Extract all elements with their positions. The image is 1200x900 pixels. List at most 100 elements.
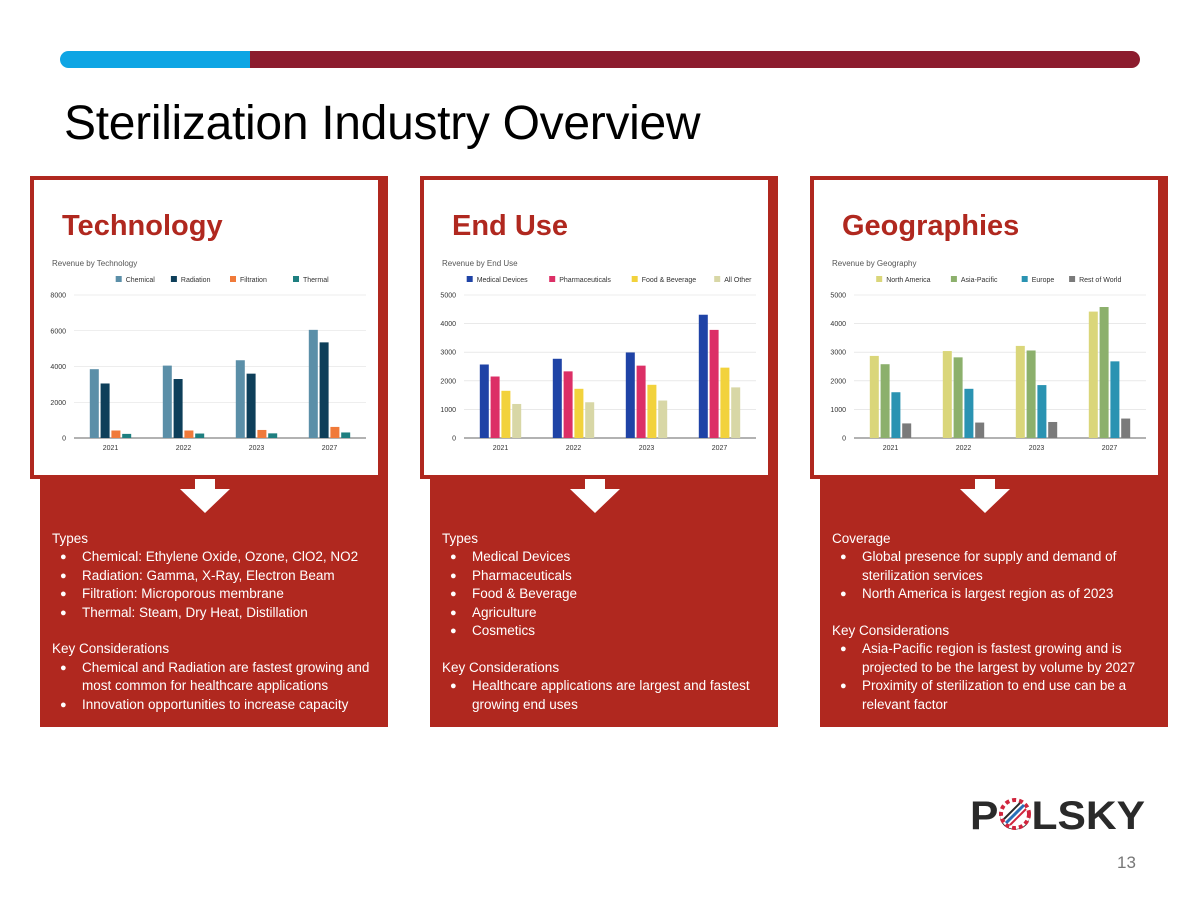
y-tick-label: 5000 — [440, 293, 456, 300]
legend-swatch — [549, 276, 556, 282]
bar — [625, 352, 635, 438]
panel-description-end-use: Types Medical DevicesPharmaceuticalsFood … — [442, 530, 772, 714]
bullet-item: North America is largest region as of 20… — [832, 585, 1162, 604]
chart-subtitle: Revenue by End Use — [442, 259, 518, 268]
y-tick-label: 1000 — [440, 407, 456, 414]
chart-card-geographies: Geographies Revenue by Geography North Am… — [810, 176, 1162, 479]
down-arrow-icon — [570, 479, 620, 513]
bar — [184, 430, 194, 438]
bar — [479, 364, 489, 438]
legend-swatch — [631, 276, 638, 282]
x-tick-label: 2027 — [712, 445, 728, 452]
logo-o-stripes-icon — [999, 798, 1031, 830]
bar — [731, 387, 741, 438]
bullet-list: Chemical and Radiation are fastest growi… — [52, 659, 382, 715]
panel-title-geographies: Geographies — [842, 210, 1020, 242]
bar — [1110, 361, 1120, 438]
legend-swatch — [1069, 276, 1076, 282]
bar — [552, 358, 562, 438]
x-tick-label: 2022 — [566, 445, 582, 452]
bar — [162, 365, 172, 438]
bullet-list: Global presence for supply and demand of… — [832, 548, 1162, 604]
bullet-item: Cosmetics — [442, 622, 772, 641]
bullet-item: Pharmaceuticals — [442, 567, 772, 586]
bullet-item: Agriculture — [442, 604, 772, 623]
bar — [1088, 311, 1098, 438]
bar — [235, 360, 245, 438]
y-tick-label: 0 — [842, 436, 846, 443]
bar — [720, 367, 730, 438]
y-tick-label: 3000 — [830, 350, 846, 357]
bar — [308, 329, 318, 438]
bar — [942, 351, 952, 438]
x-tick-label: 2022 — [176, 445, 192, 452]
section-heading: Types — [52, 531, 89, 546]
legend-swatch — [170, 276, 177, 282]
y-tick-label: 2000 — [440, 378, 456, 385]
chart-technology: Revenue by Technology Chemical Radiation Fi… — [50, 259, 366, 452]
legend-swatch — [950, 276, 957, 282]
bullet-item: Radiation: Gamma, X-Ray, Electron Beam — [52, 567, 382, 586]
bar — [319, 342, 329, 438]
bar — [636, 365, 646, 438]
bullet-list: Healthcare applications are largest and … — [442, 677, 772, 714]
bar — [512, 403, 522, 438]
bar — [574, 388, 584, 438]
panel-description-technology: Types Chemical: Ethylene Oxide, Ozone, Cl… — [52, 530, 382, 714]
x-tick-label: 2023 — [1029, 445, 1045, 452]
section-heading: Key Considerations — [442, 659, 560, 675]
legend-label: Medical Devices — [477, 277, 528, 284]
page-title: Sterilization Industry Overview — [64, 97, 701, 150]
panel-title-end-use: End Use — [452, 210, 569, 242]
legend-label: Chemical — [126, 277, 156, 284]
bullet-item: Chemical: Ethylene Oxide, Ozone, ClO2, N… — [52, 548, 382, 567]
y-tick-label: 4000 — [440, 321, 456, 328]
bar — [975, 422, 985, 438]
bar — [1026, 350, 1036, 438]
y-tick-label: 0 — [62, 436, 66, 443]
bar — [902, 423, 912, 438]
x-tick-label: 2021 — [103, 445, 119, 452]
chart-subtitle: Revenue by Geography — [832, 259, 917, 268]
legend-label: Thermal — [303, 277, 329, 284]
chart-subtitle: Revenue by Technology — [52, 259, 137, 268]
bar — [585, 402, 595, 438]
bar — [658, 400, 668, 438]
legend-label: Pharmaceuticals — [559, 277, 611, 284]
chart-card-end-use: End Use Revenue by End Use Medical Device… — [420, 176, 772, 479]
bar — [1037, 385, 1047, 438]
y-tick-label: 4000 — [50, 364, 66, 371]
bar — [257, 429, 267, 438]
legend-swatch — [1021, 276, 1028, 282]
bar — [89, 369, 99, 438]
chart-card-technology: Technology Revenue by Technology Chemical… — [30, 176, 382, 479]
legend-swatch — [876, 276, 883, 282]
accent-bar-blue — [60, 51, 250, 68]
legend-label: Asia-Pacific — [961, 277, 998, 284]
section-heading: Types — [442, 531, 479, 546]
panel-technology: Technology Revenue by Technology Chemical… — [30, 176, 388, 727]
x-tick-label: 2021 — [883, 445, 899, 452]
section-heading: Key Considerations — [52, 641, 170, 657]
bar — [698, 314, 708, 438]
bar — [490, 376, 500, 438]
bar — [1099, 307, 1109, 438]
section-heading: Key Considerations — [832, 623, 950, 639]
legend-label: Rest of World — [1079, 277, 1121, 284]
x-tick-label: 2022 — [956, 445, 972, 452]
legend-label: North America — [886, 277, 930, 284]
section-gap — [832, 604, 1162, 622]
bar — [953, 357, 963, 438]
y-tick-label: 4000 — [830, 321, 846, 328]
chart-end-use: Revenue by End Use Medical Devices Pharmac… — [440, 259, 756, 452]
bullet-item: Healthcare applications are largest and … — [442, 677, 772, 714]
bullet-item: Medical Devices — [442, 548, 772, 567]
bullet-list: Chemical: Ethylene Oxide, Ozone, ClO2, N… — [52, 548, 382, 622]
x-tick-label: 2021 — [493, 445, 509, 452]
legend-swatch — [293, 276, 299, 282]
bar — [709, 329, 719, 438]
bullet-item: Thermal: Steam, Dry Heat, Distillation — [52, 604, 382, 623]
section-heading: Coverage — [832, 531, 891, 546]
bar — [647, 384, 657, 438]
y-tick-label: 5000 — [830, 293, 846, 300]
